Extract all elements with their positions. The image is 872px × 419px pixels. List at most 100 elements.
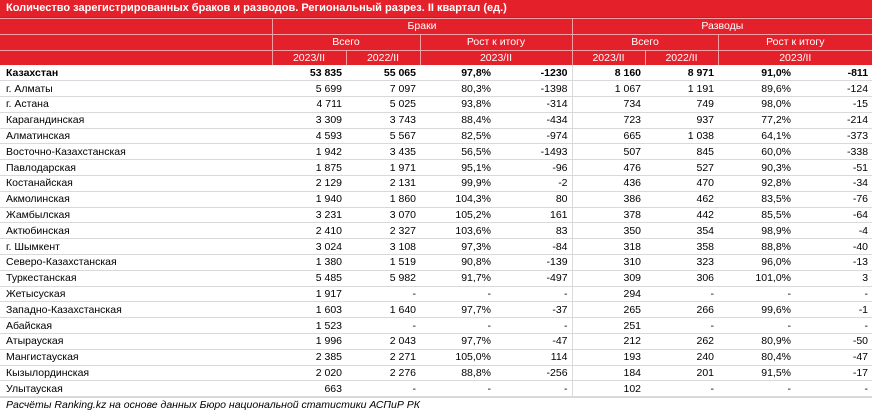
- divorces-growth-pct-cell: 89,6%: [718, 80, 796, 97]
- marriages-growth-diff-cell: -497: [495, 270, 573, 287]
- divorces-growth-diff-cell: -214: [795, 112, 872, 129]
- divorces-2023-cell: 265: [571, 301, 646, 319]
- divorces-growth-pct-cell: 60,0%: [718, 143, 796, 161]
- divorces-growth-pct-cell: 99,6%: [718, 301, 796, 319]
- marriages-growth-diff-cell: -1493: [495, 143, 573, 161]
- marriages-2022-cell: 1 971: [346, 159, 420, 176]
- region-name-cell: Улытауская: [0, 380, 272, 398]
- region-name-cell: Абайская: [0, 317, 272, 334]
- divorces-2022-cell: 470: [645, 175, 719, 192]
- divorces-growth-pct-cell: 80,4%: [718, 349, 796, 366]
- marriages-2023-cell: 663: [272, 380, 346, 398]
- region-name-cell: г. Алматы: [0, 80, 272, 97]
- stats-table: Браки Разводы Всего Рост к итогу Всего Р…: [0, 18, 872, 398]
- marriages-2023-cell: 3 024: [272, 238, 346, 255]
- marriages-2022-cell: 2 043: [346, 333, 420, 350]
- header-blank: [0, 33, 272, 51]
- marriages-growth-pct-cell: 99,9%: [420, 175, 495, 192]
- divorces-growth-pct-cell: -: [718, 317, 796, 334]
- divorces-2023-cell: 1 067: [571, 80, 646, 97]
- table-row-total: Казахстан 53 835 55 065 97,8% -1230 8 160 8 97…: [0, 65, 872, 82]
- divorces-growth-pct-cell: 91,0%: [718, 65, 796, 82]
- divorces-2023-cell: 8 160: [571, 65, 646, 82]
- divorces-2023-cell: 193: [571, 349, 646, 366]
- divorces-growth-pct-cell: 77,2%: [718, 112, 796, 129]
- table-row: Жетысуская 1 917- - -294- - -: [0, 286, 872, 303]
- divorces-2022-cell: 306: [645, 270, 719, 287]
- header-marriages-2022: 2022/II: [345, 49, 420, 66]
- region-name-cell: г. Шымкент: [0, 238, 272, 255]
- region-name-cell: Жетысуская: [0, 286, 272, 303]
- region-name-cell: Туркестанская: [0, 270, 272, 287]
- marriages-growth-diff-cell: -434: [495, 112, 573, 129]
- marriages-growth-pct-cell: -: [420, 380, 495, 398]
- table-row: Карагандинская 3 309 3 743 88,4% -434 723 937 7…: [0, 112, 872, 129]
- marriages-2023-cell: 1 917: [272, 286, 346, 303]
- divorces-2022-cell: 323: [645, 254, 719, 271]
- marriages-2022-cell: 55 065: [346, 65, 420, 82]
- marriages-growth-diff-cell: -974: [495, 128, 573, 145]
- divorces-growth-pct-cell: 98,0%: [718, 96, 796, 113]
- marriages-2023-cell: 1 603: [272, 301, 346, 319]
- divorces-growth-pct-cell: -: [718, 286, 796, 303]
- region-name-cell: Карагандинская: [0, 112, 272, 129]
- marriages-growth-pct-cell: 82,5%: [420, 128, 495, 145]
- marriages-growth-diff-cell: 80: [495, 191, 573, 208]
- marriages-2022-cell: 3 108: [346, 238, 420, 255]
- marriages-growth-diff-cell: 83: [495, 222, 573, 240]
- divorces-2022-cell: 442: [645, 207, 719, 224]
- marriages-growth-pct-cell: 103,6%: [420, 222, 495, 240]
- marriages-2022-cell: 3 070: [346, 207, 420, 224]
- table-row: Актюбинская 2 410 2 327 103,6% 83 350 354 98,9%…: [0, 222, 872, 240]
- table-row: г. Шымкент 3 024 3 108 97,3% -84 318 358 88,8% -…: [0, 238, 872, 255]
- header-divorces-growth-period: 2023/II: [717, 49, 872, 66]
- marriages-2022-cell: 2 271: [346, 349, 420, 366]
- divorces-2022-cell: 240: [645, 349, 719, 366]
- marriages-growth-diff-cell: -256: [495, 365, 573, 382]
- divorces-growth-diff-cell: -76: [795, 191, 872, 208]
- divorces-growth-diff-cell: -64: [795, 207, 872, 224]
- table-row: Мангистауская 2 385 2 271 105,0% 114 193 240 80…: [0, 349, 872, 366]
- marriages-2022-cell: 1 519: [346, 254, 420, 271]
- marriages-2023-cell: 2 385: [272, 349, 346, 366]
- divorces-growth-pct-cell: 83,5%: [718, 191, 796, 208]
- marriages-growth-pct-cell: -: [420, 317, 495, 334]
- divorces-growth-diff-cell: -34: [795, 175, 872, 192]
- divorces-growth-diff-cell: -50: [795, 333, 872, 350]
- marriages-2022-cell: 2 131: [346, 175, 420, 192]
- marriages-2022-cell: 7 097: [346, 80, 420, 97]
- marriages-2022-cell: 3 435: [346, 143, 420, 161]
- marriages-2022-cell: 5 982: [346, 270, 420, 287]
- marriages-2022-cell: 5 025: [346, 96, 420, 113]
- marriages-2023-cell: 1 380: [272, 254, 346, 271]
- table-header: Браки Разводы Всего Рост к итогу Всего Р…: [0, 18, 872, 66]
- region-name-cell: г. Астана: [0, 96, 272, 113]
- divorces-2022-cell: 201: [645, 365, 719, 382]
- divorces-2023-cell: 310: [571, 254, 646, 271]
- marriages-2023-cell: 3 231: [272, 207, 346, 224]
- table-row: Западно-Казахстанская 1 603 1 640 97,7% -37 2…: [0, 301, 872, 319]
- table-row: Улытауская 663- - -102- - -: [0, 380, 872, 398]
- divorces-2022-cell: 266: [645, 301, 719, 319]
- divorces-2022-cell: 262: [645, 333, 719, 350]
- marriages-growth-pct-cell: -: [420, 286, 495, 303]
- marriages-growth-pct-cell: 88,4%: [420, 112, 495, 129]
- marriages-2023-cell: 2 020: [272, 365, 346, 382]
- divorces-2022-cell: -: [645, 380, 719, 398]
- marriages-growth-diff-cell: -1398: [495, 80, 573, 97]
- divorces-growth-diff-cell: -373: [795, 128, 872, 145]
- region-name-cell: Северо-Казахстанская: [0, 254, 272, 271]
- header-divorces-2023: 2023/II: [571, 49, 646, 66]
- marriages-2022-cell: 1 640: [346, 301, 420, 319]
- table-row: Туркестанская 5 485 5 982 91,7% -497 309 306 10…: [0, 270, 872, 287]
- divorces-2023-cell: 318: [571, 238, 646, 255]
- divorces-2023-cell: 665: [571, 128, 646, 145]
- marriages-2023-cell: 2 410: [272, 222, 346, 240]
- divorces-growth-pct-cell: -: [718, 380, 796, 398]
- divorces-2023-cell: 476: [571, 159, 646, 176]
- marriages-2023-cell: 4 711: [272, 96, 346, 113]
- region-name-cell: Актюбинская: [0, 222, 272, 240]
- region-name-cell: Алматинская: [0, 128, 272, 145]
- table-row: Алматинская 4 593 5 567 82,5% -974 665 1 038 64…: [0, 128, 872, 145]
- header-divorces-total: Всего: [571, 33, 719, 51]
